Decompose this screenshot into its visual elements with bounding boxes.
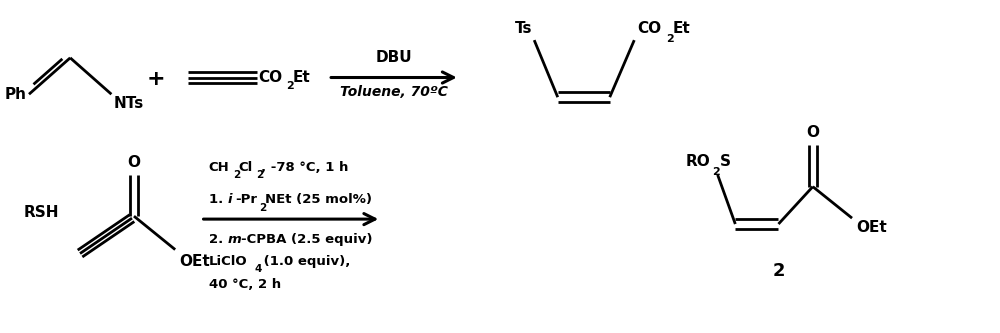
Text: -Pr: -Pr (235, 193, 257, 206)
Text: RO: RO (686, 154, 711, 169)
Text: RSH: RSH (24, 205, 60, 220)
Text: CO: CO (259, 70, 283, 85)
Text: m: m (227, 233, 241, 246)
Text: Toluene, 70ºC: Toluene, 70ºC (340, 85, 448, 99)
Text: i: i (227, 193, 232, 206)
Text: 2: 2 (256, 170, 263, 180)
Text: 2: 2 (772, 262, 785, 280)
Text: 40 °C, 2 h: 40 °C, 2 h (209, 278, 281, 291)
Text: 2: 2 (260, 203, 267, 213)
Text: O: O (127, 155, 140, 170)
Text: 2: 2 (712, 167, 720, 177)
Text: 4: 4 (254, 264, 262, 274)
Text: Et: Et (673, 21, 691, 36)
Text: CH: CH (209, 161, 229, 174)
Text: DBU: DBU (376, 50, 412, 65)
Text: NTs: NTs (113, 96, 144, 111)
Text: Et: Et (292, 70, 310, 85)
Text: , -78 °C, 1 h: , -78 °C, 1 h (261, 161, 348, 174)
Text: OEt: OEt (856, 220, 887, 235)
Text: Cl: Cl (238, 161, 253, 174)
Text: +: + (146, 70, 165, 90)
Text: 2: 2 (234, 170, 241, 180)
Text: OEt: OEt (179, 253, 210, 268)
Text: Ts: Ts (515, 21, 532, 36)
Text: 2: 2 (666, 34, 674, 44)
Text: CO: CO (637, 21, 661, 36)
Text: NEt (25 mol%): NEt (25 mol%) (265, 193, 372, 206)
Text: 2: 2 (287, 81, 294, 91)
Text: LiClO: LiClO (209, 255, 247, 268)
Text: Ph: Ph (5, 87, 27, 102)
Text: 1.: 1. (209, 193, 227, 206)
Text: O: O (806, 126, 819, 141)
Text: -CPBA (2.5 equiv): -CPBA (2.5 equiv) (241, 233, 373, 246)
Text: 2.: 2. (209, 233, 227, 246)
Text: S: S (720, 154, 731, 169)
Text: (1.0 equiv),: (1.0 equiv), (259, 255, 350, 268)
